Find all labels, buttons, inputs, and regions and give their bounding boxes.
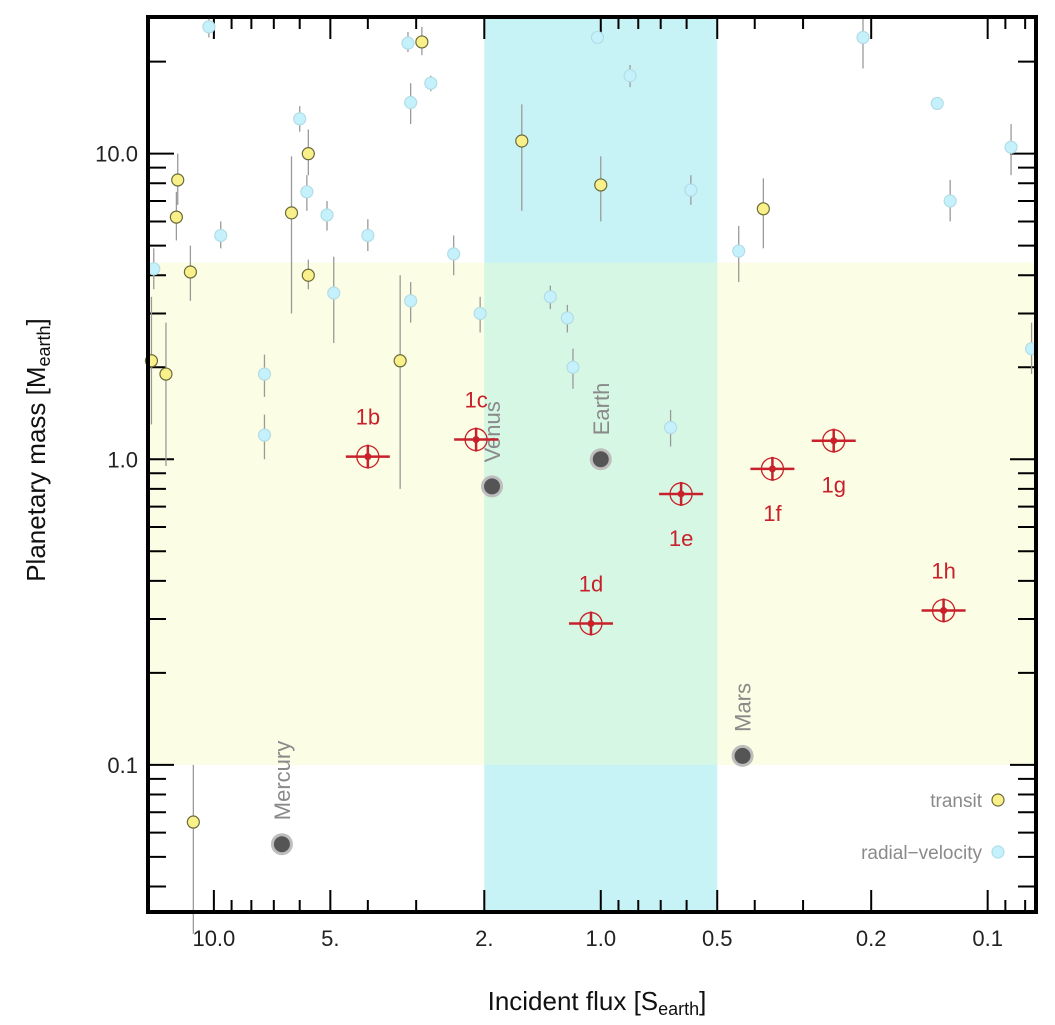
x-tick-label: 2. <box>475 926 493 951</box>
trappist-dot <box>677 490 685 498</box>
background-bands <box>148 17 1036 912</box>
y-tick-label: 10.0 <box>95 142 138 167</box>
trappist-label: 1h <box>931 558 955 583</box>
legend-rv-label: radial−velocity <box>861 843 982 864</box>
trappist-1-planets: 1b 1c 1d 1e 1f 1g 1h <box>345 388 966 636</box>
rv-point <box>684 183 698 197</box>
x-tick-label: 0.1 <box>972 926 1003 951</box>
solar-planet-label: Earth <box>589 383 614 436</box>
legend-transit-marker <box>991 793 1005 807</box>
trappist-label: 1c <box>464 388 487 413</box>
trappist-ring <box>464 427 488 452</box>
trappist-dot <box>472 436 480 444</box>
trappist-ring <box>822 429 846 453</box>
solar-planet-dot <box>592 451 609 468</box>
rv-point <box>663 420 678 435</box>
trappist-dot <box>768 465 776 473</box>
trappist-ring <box>579 611 603 636</box>
rv-point <box>732 244 746 258</box>
y-axis-title-main: Planetary mass [M <box>21 366 51 581</box>
x-tick-label: 5. <box>321 926 339 951</box>
transit-point <box>169 210 183 224</box>
data-points <box>144 20 1039 829</box>
transit-point <box>301 147 315 161</box>
rv-point <box>404 294 418 308</box>
transit-point <box>171 173 185 187</box>
solar-planet-label: Mars <box>731 683 756 732</box>
rv-point <box>943 194 957 208</box>
transit-point <box>159 367 173 381</box>
trappist-label: 1f <box>763 501 782 526</box>
solar-planet-dot <box>734 747 751 764</box>
x-tick-label: 10.0 <box>192 926 235 951</box>
transit-point <box>186 815 200 829</box>
legend: transit radial−velocity <box>861 791 1005 864</box>
trappist-ring <box>760 457 785 481</box>
transit-point <box>183 265 197 279</box>
solar-planet-label: Mercury <box>270 741 295 820</box>
x-axis-title-sub: earth <box>658 999 699 1019</box>
y-axis-title-end: ] <box>21 318 51 325</box>
legend-rv-marker <box>991 845 1005 859</box>
rv-point <box>257 428 272 442</box>
x-tick-label: 1.0 <box>585 926 616 951</box>
y-tick-label: 0.1 <box>107 753 138 778</box>
rv-point <box>257 367 272 381</box>
solar-planet-dot <box>273 836 290 853</box>
trappist-label: 1g <box>821 473 845 498</box>
trappist-dot <box>830 437 838 445</box>
x-axis-title: Incident flux [Searth] <box>488 986 707 1019</box>
y-axis-title-sub: earth <box>34 325 54 366</box>
transit-point <box>284 206 299 220</box>
rv-point <box>424 76 438 90</box>
rv-point <box>327 286 341 300</box>
tick-labels: 10.0 5. 2. 1.0 0.5 0.2 0.1 0.1 1.0 10.0 <box>95 142 1003 951</box>
rv-point <box>623 69 637 83</box>
rv-point <box>543 290 557 304</box>
rv-point <box>293 112 307 126</box>
transit-point <box>594 178 608 192</box>
rv-point <box>202 20 216 34</box>
trappist-dot <box>587 620 595 628</box>
transit-point <box>393 354 407 368</box>
trappist-ring <box>669 482 693 506</box>
trappist-dot <box>364 453 372 461</box>
solar-planet-dot <box>484 478 501 495</box>
rv-point <box>590 30 605 45</box>
rv-point <box>404 95 418 110</box>
plot-frame <box>146 15 1038 914</box>
y-tick-label: 1.0 <box>107 447 138 472</box>
trappist-label: 1e <box>669 526 693 551</box>
trappist-label: 1b <box>356 405 380 430</box>
transit-point <box>415 35 429 49</box>
x-axis-title-main: Incident flux [S <box>488 986 659 1016</box>
rv-point <box>856 30 870 45</box>
rv-point <box>566 360 580 374</box>
x-tick-label: 0.5 <box>702 926 733 951</box>
trappist-dot <box>940 606 948 614</box>
transit-point <box>301 268 315 282</box>
trappist-ring <box>931 598 956 623</box>
x-axis-title-end: ] <box>699 986 706 1016</box>
trappist-label: 1d <box>579 572 603 597</box>
rv-point <box>214 228 228 243</box>
rv-point <box>447 247 461 261</box>
legend-transit-label: transit <box>930 791 982 812</box>
rv-point <box>320 208 334 222</box>
x-tick-label: 0.2 <box>856 926 887 951</box>
transit-point <box>756 202 770 216</box>
y-axis-title: Planetary mass [Mearth] <box>21 318 54 582</box>
band-overlap <box>484 262 718 765</box>
rv-point <box>361 228 375 243</box>
rv-point <box>560 311 574 325</box>
rv-point <box>473 306 487 321</box>
rv-point <box>401 36 415 50</box>
transit-point <box>515 134 529 148</box>
trappist-ring <box>356 444 380 469</box>
rv-point <box>1004 140 1018 154</box>
rv-point <box>300 185 314 199</box>
rv-point <box>930 96 944 111</box>
